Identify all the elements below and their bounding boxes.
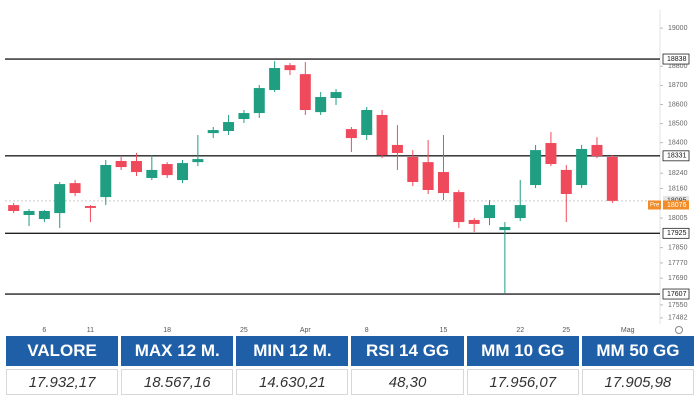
candle-body [69, 183, 81, 194]
candle-body [315, 97, 327, 113]
candle-body [484, 205, 496, 219]
x-tick-label: 25 [240, 327, 248, 334]
y-tick-label: 18400 [668, 139, 688, 146]
candle-body [361, 110, 373, 136]
candle-body [238, 113, 250, 119]
y-tick-label: 18700 [668, 82, 688, 89]
candle-body [468, 219, 480, 224]
pre-label: Pre [650, 203, 660, 209]
x-tick-label: 18 [163, 327, 171, 334]
pre-value: 18076 [667, 202, 687, 209]
candle-body [437, 172, 449, 194]
level-tag [662, 288, 690, 300]
candle-body [284, 65, 296, 71]
candle-body [499, 227, 511, 231]
x-tick-label: 15 [440, 327, 448, 334]
candle-body [591, 144, 603, 157]
candle-body [391, 144, 403, 153]
table-value: 48,30 [351, 369, 464, 395]
candle-body [376, 114, 388, 156]
y-tick-label: 18240 [668, 170, 688, 177]
table-header: MM 10 GG [466, 336, 579, 366]
y-tick-label: 17770 [668, 260, 688, 267]
candle-body [407, 156, 419, 182]
y-tick-label: 17690 [668, 275, 688, 282]
candle-body [146, 169, 158, 178]
level-label: 18838 [667, 56, 687, 63]
x-tick-label: 6 [42, 327, 46, 334]
candle-body [560, 169, 572, 195]
table-value: 14.630,21 [236, 369, 349, 395]
table-header: RSI 14 GG [351, 336, 464, 366]
y-tick-label: 18005 [668, 215, 688, 222]
candle-body [54, 184, 66, 214]
candle-body [115, 160, 127, 168]
level-label: 18331 [667, 153, 687, 160]
y-tick-label: 18600 [668, 101, 688, 108]
candle-body [422, 162, 434, 190]
level-tag [662, 53, 690, 65]
level-tag [662, 150, 690, 162]
candle-body [192, 159, 204, 163]
candle-body [345, 129, 357, 139]
level-label: 17925 [667, 230, 687, 237]
level-label: 17607 [667, 291, 687, 298]
candle-body [84, 206, 96, 208]
settings-icon[interactable] [675, 326, 683, 334]
x-tick-label: Mag [621, 327, 635, 334]
candle-body [207, 130, 219, 134]
table-value: 17.905,98 [581, 369, 694, 395]
y-tick-label: 18800 [668, 63, 688, 70]
table-header: MAX 12 M. [121, 336, 234, 366]
table-value: 17.932,17 [6, 369, 119, 395]
candle-body [453, 192, 465, 223]
table-value: 17.956,07 [466, 369, 579, 395]
y-tick-label: 18500 [668, 120, 688, 127]
y-tick-label: 17482 [668, 315, 688, 322]
candle-body [330, 92, 342, 98]
candle-body [38, 210, 50, 220]
x-tick-label: 25 [562, 327, 570, 334]
candle-body [23, 210, 35, 216]
y-tick-label: 19000 [668, 25, 688, 32]
table-header: VALORE [6, 336, 119, 366]
candle-body [514, 205, 526, 219]
x-tick-label: 8 [365, 327, 369, 334]
candle-body [177, 163, 189, 181]
stats-table: VALORE MAX 12 M. MIN 12 M. RSI 14 GG MM 10 G… [6, 336, 694, 395]
x-tick-label: 11 [87, 327, 94, 334]
table-value: 18.567,16 [121, 369, 234, 395]
candle-body [8, 205, 20, 211]
x-tick-label: Apr [300, 327, 312, 334]
y-tick-label: 18160 [668, 185, 688, 192]
candle-body [299, 74, 311, 111]
candle-body [530, 150, 542, 186]
table-header: MIN 12 M. [236, 336, 349, 366]
candle-body [545, 143, 557, 165]
table-header: MM 50 GG [581, 336, 694, 366]
candle-body [100, 164, 112, 198]
candle-body [606, 156, 618, 201]
y-tick-label: 17850 [668, 244, 688, 251]
candle-body [223, 122, 235, 132]
pre-tag [663, 200, 689, 210]
chart: 19000 18800 18700 18600 18500 18400 18240 18160… [5, 10, 690, 334]
y-tick-label: 17550 [668, 302, 688, 309]
x-tick-label: 22 [516, 327, 524, 334]
candle-body [130, 160, 142, 173]
level-tag [662, 227, 690, 239]
pre-badge [648, 200, 661, 210]
candle-body [253, 88, 265, 114]
candle-body [161, 164, 173, 176]
candle-body [269, 68, 281, 90]
candle-body [576, 148, 588, 186]
